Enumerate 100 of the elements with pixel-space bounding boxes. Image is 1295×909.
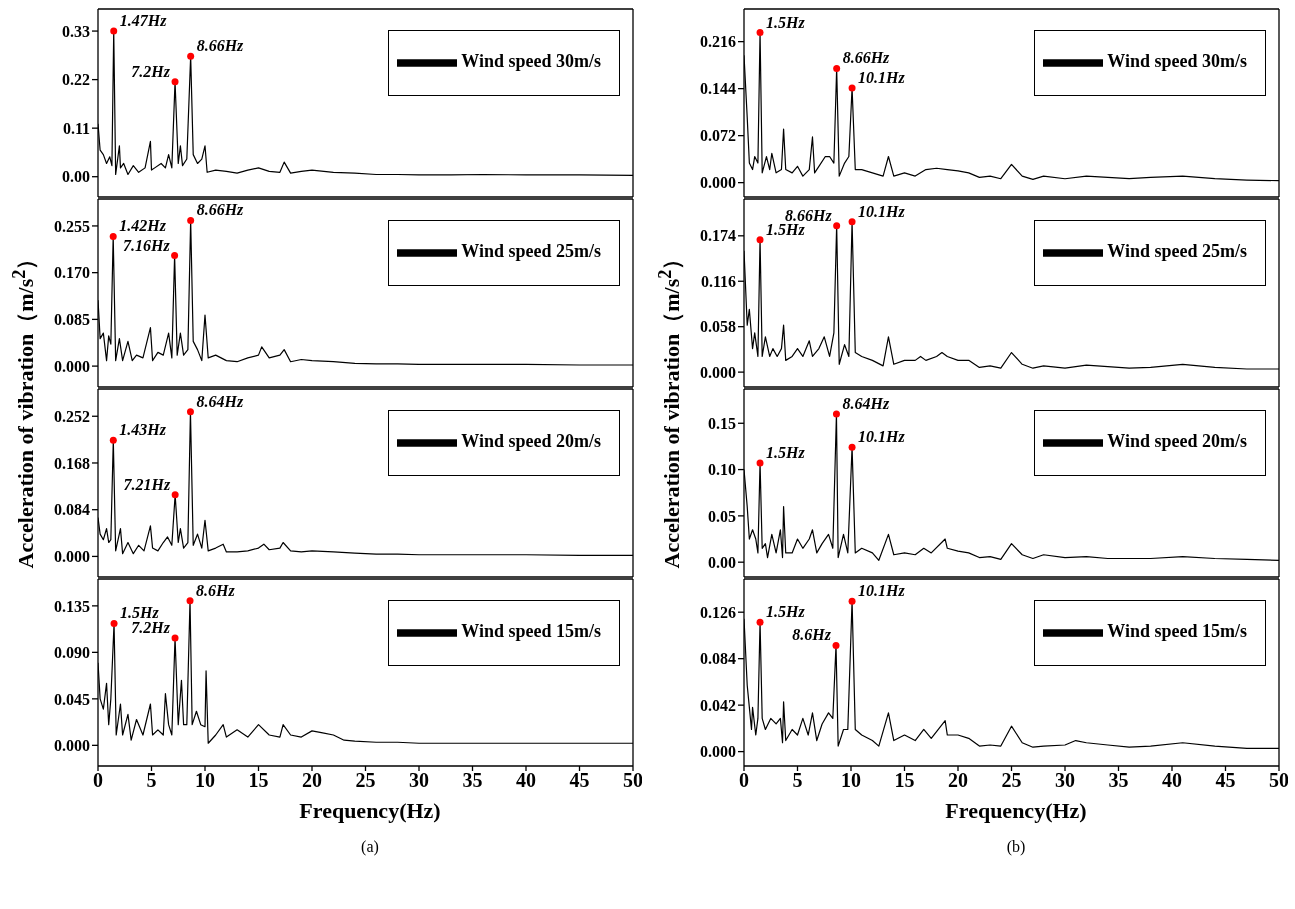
x-tick-label: 50: [623, 769, 643, 792]
text: (b): [1005, 838, 1027, 856]
y-tick-label: 0.000: [700, 363, 736, 381]
y-tick-label: 0.126: [700, 603, 736, 621]
point: [832, 410, 840, 418]
x-tick-label: 25: [355, 769, 376, 792]
x-tick-label: 20: [948, 769, 968, 792]
point: [171, 252, 179, 260]
point: [756, 29, 764, 36]
annotation: 10.1Hz: [858, 68, 906, 86]
x-tick-label: 45: [569, 769, 590, 792]
point: [832, 641, 840, 649]
x-tick-label: 5: [792, 769, 803, 792]
x-tick-label: 25: [1001, 769, 1022, 792]
point: [848, 597, 856, 605]
y-tick-label: 0.116: [700, 272, 736, 290]
x-tick-label: 10: [195, 769, 215, 792]
point: [110, 27, 118, 35]
y-tick-label: 0.144: [700, 80, 736, 98]
y-tick-label: 0.174: [700, 227, 736, 245]
y-tick-label: 0.00: [62, 168, 90, 186]
x-tick-label: 15: [894, 769, 915, 792]
y-tick-label: 0.216: [700, 33, 736, 51]
point: [848, 84, 856, 92]
point: [187, 216, 195, 224]
x-tick-label: 40: [1162, 769, 1182, 792]
x-tick-label: 45: [1215, 769, 1236, 792]
y-tick-label: 0.15: [708, 414, 736, 432]
y-tick-label: 0.168: [54, 454, 90, 472]
y-tick-label: 0.170: [54, 264, 90, 282]
point: [110, 619, 118, 627]
annotation: 1.42Hz: [119, 217, 167, 235]
x-tick-label: 5: [146, 769, 157, 792]
legend-label: Wind speed 30m/s: [1107, 51, 1247, 72]
legend-label: Wind speed 20m/s: [1107, 431, 1247, 452]
y-tick-label: 0.058: [700, 318, 736, 336]
point: [171, 78, 179, 86]
annotation: 1.47Hz: [119, 12, 168, 30]
annotation: 8.66Hz: [196, 201, 245, 219]
point: [109, 436, 117, 444]
point: [848, 218, 856, 226]
point: [186, 597, 194, 605]
point: [833, 222, 841, 230]
y-tick-label: 0.000: [54, 357, 90, 375]
x-tick-label: 20: [302, 769, 322, 792]
annotation: 7.21Hz: [123, 475, 171, 493]
point: [171, 634, 179, 642]
y-tick-label: 0.042: [700, 696, 736, 714]
y-tick-label: 0.33: [62, 22, 90, 40]
y-tick-label: 0.000: [700, 743, 736, 761]
legend-label: Wind speed 15m/s: [1107, 621, 1247, 642]
annotation: 8.6Hz: [196, 581, 236, 599]
y-tick-label: 0.05: [708, 507, 736, 525]
text: (a): [360, 838, 380, 856]
point: [756, 236, 764, 244]
x-tick-label: 40: [516, 769, 536, 792]
y-tick-label: 0.072: [700, 127, 736, 145]
y-tick-label: 0.252: [54, 407, 90, 425]
x-tick-label: 15: [248, 769, 269, 792]
y-tick-label: 0.11: [62, 119, 90, 137]
annotation: 8.64Hz: [196, 392, 244, 410]
x-tick-label: 35: [1108, 769, 1129, 792]
annotation: 7.16Hz: [122, 236, 171, 254]
y-tick-label: 0.000: [54, 548, 90, 566]
y-tick-label: 0.084: [700, 650, 736, 668]
point: [187, 52, 195, 60]
annotation: 1.5Hz: [766, 13, 806, 31]
annotation: 10.1Hz: [858, 428, 906, 446]
point: [848, 443, 856, 451]
annotation: 8.64Hz: [842, 395, 890, 412]
legend-label: Wind speed 15m/s: [461, 621, 601, 642]
y-tick-label: 0.00: [708, 553, 736, 571]
point: [109, 232, 117, 240]
annotation: 10.1Hz: [858, 202, 906, 220]
annotation: 8.66Hz: [196, 37, 245, 55]
legend-label: Wind speed 20m/s: [461, 431, 601, 452]
point: [171, 491, 179, 499]
annotation: 1.5Hz: [766, 444, 806, 462]
point: [756, 618, 764, 626]
annotation: 8.66Hz: [842, 49, 891, 67]
legend-label: Wind speed 25m/s: [461, 241, 601, 262]
annotation: 8.6Hz: [792, 626, 832, 644]
y-tick-label: 0.085: [54, 311, 90, 329]
y-tick-label: 0.090: [54, 644, 90, 662]
legend-label: Wind speed 25m/s: [1107, 241, 1247, 262]
y-tick-label: 0.135: [54, 597, 90, 615]
annotation: 1.43Hz: [119, 421, 167, 439]
legend-label: Wind speed 30m/s: [461, 51, 601, 72]
x-axis-title: Frequency(Hz): [944, 798, 1088, 824]
y-tick-label: 0.22: [62, 71, 90, 89]
y-tick-label: 0.000: [54, 737, 90, 755]
point: [186, 408, 194, 416]
y-tick-label: 0.084: [54, 501, 90, 519]
y-tick-label: 0.045: [54, 690, 90, 708]
annotation: 1.5Hz: [766, 603, 806, 621]
x-tick-label: 35: [462, 769, 483, 792]
y-tick-label: 0.000: [700, 174, 736, 192]
point: [756, 459, 764, 467]
x-tick-label: 10: [841, 769, 861, 792]
y-tick-label: 0.10: [708, 461, 736, 479]
